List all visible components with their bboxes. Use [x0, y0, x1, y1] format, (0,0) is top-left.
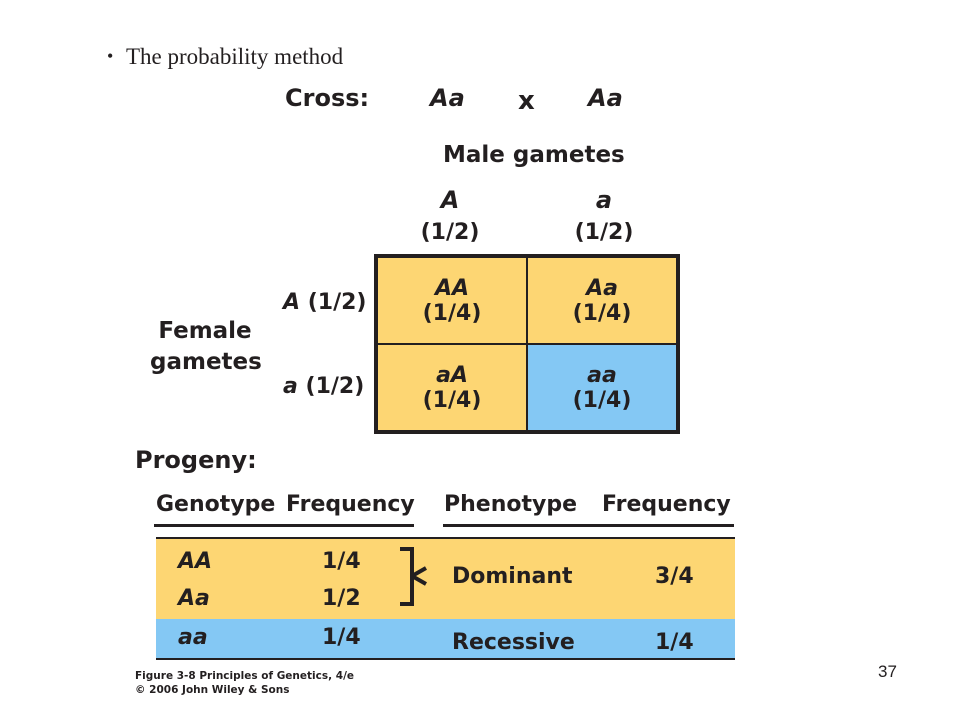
genotype-Aa-freq: 1/2 — [322, 586, 361, 611]
cross-parent-1: Aa — [430, 84, 465, 112]
genotype-aa-freq: 1/4 — [322, 625, 361, 650]
punnett-cell-genotype: aa — [587, 362, 617, 388]
header-phenotype: Phenotype — [444, 492, 578, 517]
progeny-label: Progeny: — [135, 446, 257, 474]
brace-icon — [400, 547, 427, 606]
genotype-AA: AA — [178, 549, 213, 574]
phenotype-dominant: Dominant — [452, 564, 573, 589]
dominant-band — [156, 537, 735, 619]
phenotype-recessive-freq: 1/4 — [655, 630, 694, 655]
header-genotype: Genotype — [156, 492, 276, 517]
page-number: 37 — [878, 662, 897, 681]
punnett-cell-genotype: AA — [434, 275, 470, 301]
genotype-aa: aa — [178, 625, 208, 650]
progeny-table-border — [156, 537, 735, 660]
punnett-cell-aa: aa (1/4) — [527, 344, 677, 431]
phenotype-dominant-freq: 3/4 — [655, 564, 694, 589]
male-gamete-a-freq: (1/2) — [574, 220, 634, 245]
cross-label: Cross: — [285, 84, 370, 112]
header-phenotype-frequency: Frequency — [602, 492, 731, 517]
punnett-cell-freq: (1/4) — [572, 300, 632, 326]
slide-title: The probability method — [126, 44, 344, 69]
punnett-square: AA (1/4) Aa (1/4) aA (1/4) aa (1/4) — [374, 254, 680, 434]
female-gamete-a-freq: (1/2) — [305, 374, 365, 399]
caption-line-1: Figure 3-8 Principles of Genetics, 4/e — [135, 670, 355, 682]
genotype-AA-freq: 1/4 — [322, 549, 361, 574]
punnett-cell-freq: (1/4) — [572, 387, 632, 413]
cross-symbol: x — [518, 86, 535, 116]
punnett-cell-genotype: aA — [436, 362, 468, 388]
figure-caption: Figure 3-8 Principles of Genetics, 4/e ©… — [135, 669, 354, 697]
genotype-Aa: Aa — [178, 586, 210, 611]
punnett-cell-aA: aA (1/4) — [377, 344, 527, 431]
punnett-cell-freq: (1/4) — [422, 300, 482, 326]
header-rule-genotype — [154, 524, 414, 527]
female-title-line2: gametes — [150, 349, 262, 375]
caption-line-2: © 2006 John Wiley & Sons — [135, 684, 290, 696]
punnett-cell-AA: AA (1/4) — [377, 257, 527, 344]
male-gamete-a: a — [595, 186, 613, 214]
header-genotype-frequency: Frequency — [286, 492, 415, 517]
male-gametes-title: Male gametes — [443, 142, 625, 168]
punnett-cell-Aa: Aa (1/4) — [527, 257, 677, 344]
female-gamete-A-row: A (1/2) — [283, 290, 366, 315]
male-gamete-A-freq: (1/2) — [420, 220, 480, 245]
punnett-cell-freq: (1/4) — [422, 387, 482, 413]
male-gamete-A: A — [440, 186, 460, 214]
female-gamete-A-freq: (1/2) — [307, 290, 367, 315]
female-title-line1: Female — [158, 318, 252, 344]
female-gamete-a-row: a (1/2) — [283, 374, 364, 399]
female-gametes-title: Female gametes — [150, 316, 262, 378]
bullet-point: • — [107, 46, 114, 66]
female-gamete-a: a — [283, 374, 298, 399]
phenotype-recessive: Recessive — [452, 630, 575, 655]
female-gamete-A: A — [283, 290, 301, 315]
header-rule-phenotype — [443, 524, 734, 527]
recessive-band — [156, 619, 735, 660]
punnett-cell-genotype: Aa — [586, 275, 618, 301]
cross-parent-2: Aa — [588, 84, 623, 112]
